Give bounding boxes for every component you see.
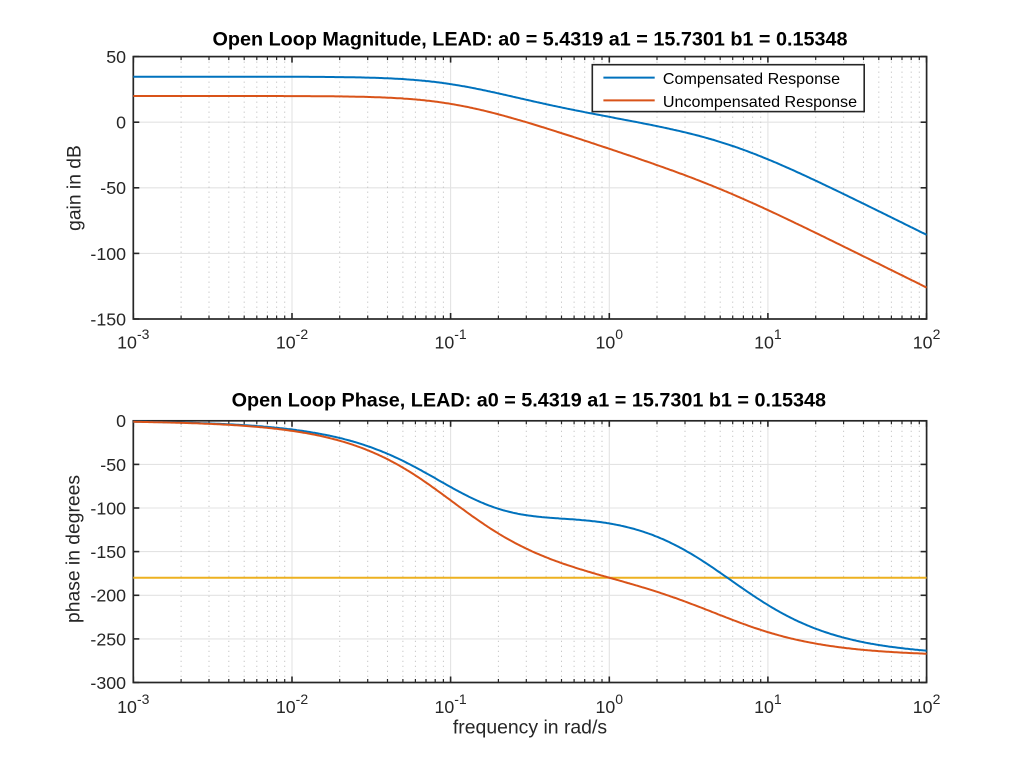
svg-text:gain in dB: gain in dB <box>65 145 86 231</box>
svg-text:-200: -200 <box>90 586 126 606</box>
svg-text:-100: -100 <box>90 244 126 264</box>
svg-text:Open Loop Magnitude, LEAD: a0: Open Loop Magnitude, LEAD: a0 = 5.4319 a… <box>213 29 848 51</box>
svg-text:Open Loop Phase, LEAD: a0 = 5.: Open Loop Phase, LEAD: a0 = 5.4319 a1 = … <box>232 390 826 412</box>
svg-text:-50: -50 <box>100 178 126 198</box>
svg-text:Uncompensated Response: Uncompensated Response <box>663 93 857 111</box>
svg-text:phase in degrees: phase in degrees <box>64 475 85 623</box>
svg-text:0: 0 <box>116 411 126 431</box>
svg-text:0: 0 <box>116 113 126 133</box>
svg-text:-150: -150 <box>90 542 126 562</box>
svg-text:frequency in rad/s: frequency in rad/s <box>453 717 607 739</box>
svg-text:-50: -50 <box>100 455 126 475</box>
svg-text:Compensated Response: Compensated Response <box>663 70 840 88</box>
svg-text:-250: -250 <box>90 629 126 649</box>
svg-text:-300: -300 <box>90 673 126 693</box>
svg-text:-150: -150 <box>90 309 126 329</box>
svg-text:50: 50 <box>106 47 126 67</box>
svg-text:-100: -100 <box>90 498 126 518</box>
